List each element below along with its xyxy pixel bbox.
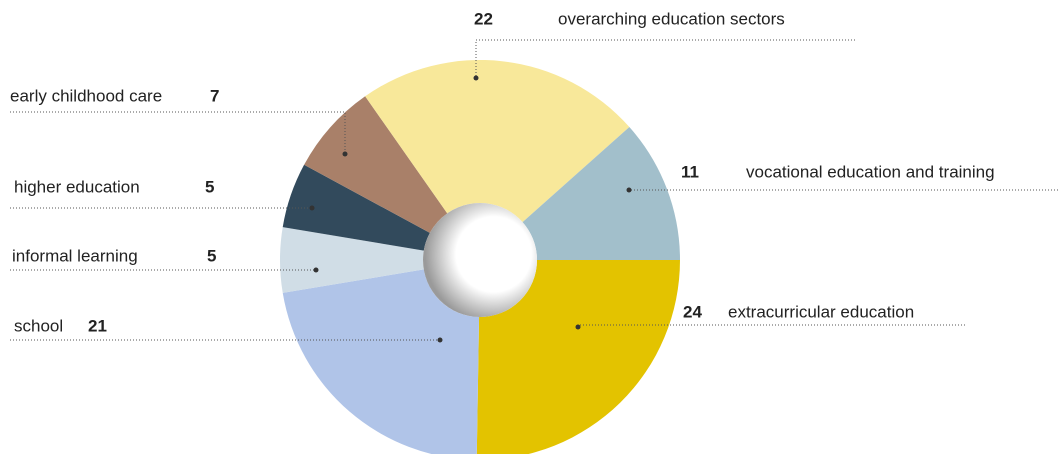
leader-dot: [342, 151, 348, 157]
leader-dot: [437, 337, 443, 343]
category-label: early childhood care: [10, 86, 162, 105]
category-label: higher education: [14, 177, 140, 196]
category-label: informal learning: [12, 246, 138, 265]
category-label: overarching education sectors: [558, 9, 785, 28]
category-label: extracurricular education: [728, 302, 914, 321]
donut-slice: [280, 227, 424, 293]
value-label: 22: [474, 9, 493, 28]
value-label: 7: [210, 86, 219, 105]
value-label: 5: [207, 246, 216, 265]
value-label: 24: [683, 302, 702, 321]
donut-slice: [522, 126, 680, 260]
leader-line: [475, 39, 855, 78]
donut-slice: [304, 96, 448, 233]
donut-slice: [365, 59, 630, 223]
donut-slice: [476, 260, 680, 454]
leader-line: [10, 111, 346, 154]
value-label: 5: [205, 177, 214, 196]
leader-dot: [626, 187, 632, 193]
leader-dot: [575, 324, 581, 330]
category-label: vocational education and training: [746, 162, 995, 181]
value-label: 11: [681, 162, 699, 181]
leader-dot: [313, 267, 319, 273]
leader-dot: [473, 75, 479, 81]
leader-dot: [309, 205, 315, 211]
donut-slice: [282, 269, 480, 454]
category-label: school: [14, 316, 63, 335]
donut-hole: [423, 203, 537, 317]
value-label: 21: [88, 316, 107, 335]
donut-slice: [282, 164, 430, 251]
